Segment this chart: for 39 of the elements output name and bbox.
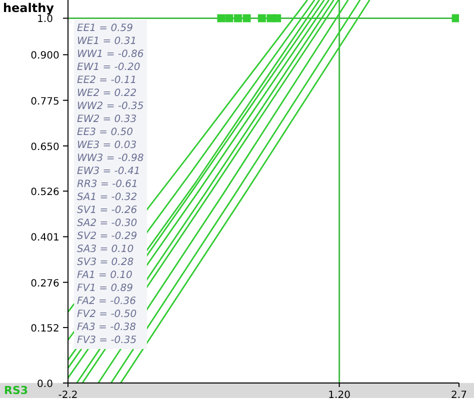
annotation: FA1 = 0.10 [77,269,134,282]
annotation: EE1 = 0.59 [77,22,134,35]
annotation: WE2 = 0.22 [77,87,138,100]
y-tick-label: 0.276 [30,278,60,290]
annotation: FA3 = -0.38 [77,321,137,334]
annotation: FV2 = -0.50 [77,308,138,321]
annotation: SV1 = -0.26 [77,204,138,217]
annotation: FV1 = 0.89 [77,282,134,295]
x-tick-label: -2.2 [58,390,78,401]
annotation: WE1 = 0.31 [77,35,138,48]
annotation: EW2 = 0.33 [77,113,138,126]
y-tick-label: 0.900 [30,50,60,62]
annotation: EW1 = -0.20 [77,61,142,74]
annotation: WW1 = -0.86 [77,48,144,61]
annotation: SA1 = -0.32 [77,191,138,204]
annotation: WW3 = -0.98 [77,152,144,165]
annotation: SA3 = 0.10 [77,243,135,256]
annotation: EE2 = -0.11 [77,74,138,87]
annotation: SA2 = -0.30 [77,217,138,230]
y-axis-title: healthy [3,1,54,15]
y-tick-label: 0.401 [30,232,60,244]
y-tick-label: 0.526 [30,187,60,198]
annotation: EW3 = -0.41 [77,165,142,178]
annotation: FV3 = -0.35 [77,334,138,347]
y-tick-label: 1.0 [37,14,53,26]
x-tick-label: 2.7 [451,390,467,401]
annotation: FA2 = -0.36 [77,295,137,308]
x-axis-title: RS3 [4,384,28,397]
x-tick-label: 1.20 [328,390,350,401]
y-tick-label: 0.775 [30,96,60,108]
annotation: SV2 = -0.29 [77,230,138,243]
annotation: WE3 = 0.03 [77,139,138,152]
annotation: SV3 = 0.28 [77,256,135,269]
annotation: EE3 = 0.50 [77,126,134,139]
y-tick-label: 0.152 [30,324,60,335]
y-tick-label: 0.0 [37,379,53,390]
annotation: RR3 = -0.61 [77,178,139,191]
annotation: WW2 = -0.35 [77,100,144,113]
y-tick-label: 0.650 [30,142,60,153]
